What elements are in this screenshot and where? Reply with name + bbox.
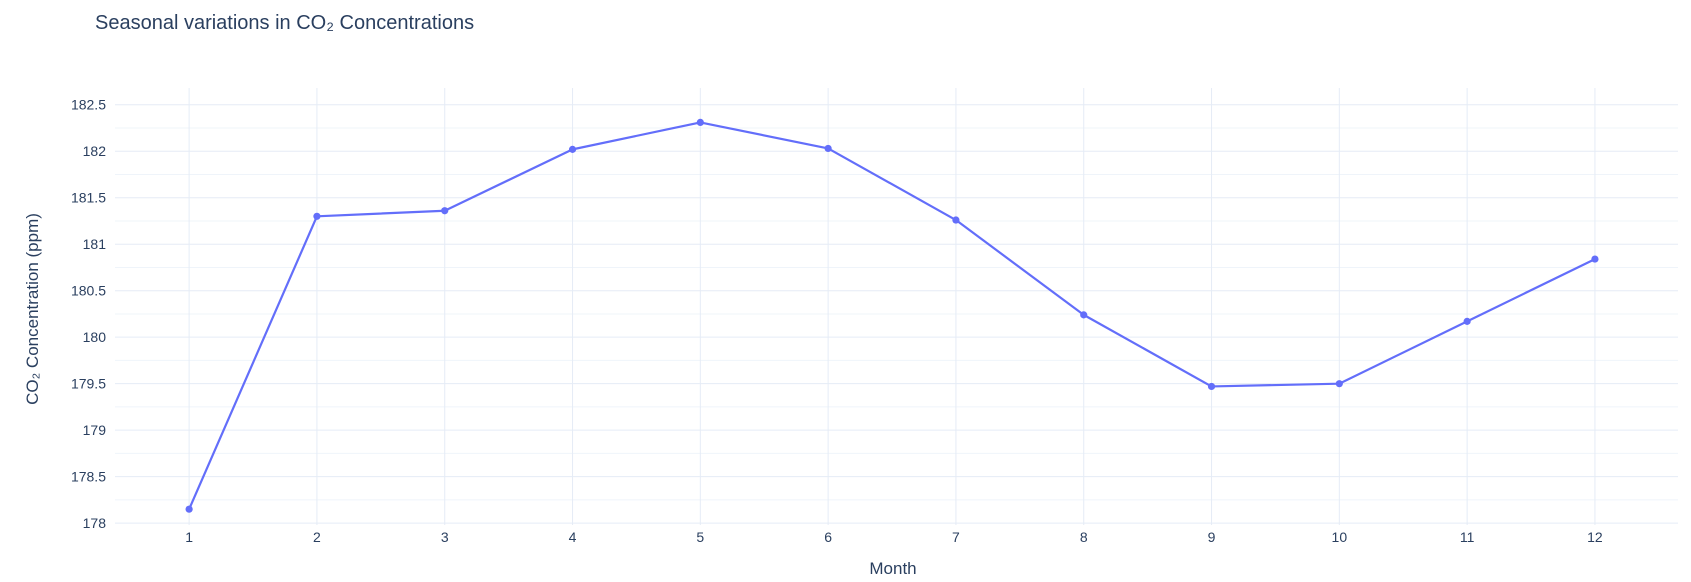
- x-tick-label: 1: [185, 529, 193, 545]
- x-tick-label: 6: [824, 529, 832, 545]
- x-tick-label: 9: [1208, 529, 1216, 545]
- x-tick-label: 11: [1460, 529, 1475, 545]
- y-tick-label: 182: [83, 143, 107, 159]
- grid: [115, 88, 1678, 525]
- data-point: [185, 505, 193, 513]
- y-tick-label: 181.5: [71, 190, 106, 206]
- data-point: [952, 216, 960, 224]
- x-tick-label: 8: [1080, 529, 1088, 545]
- x-tick-label: 4: [569, 529, 577, 545]
- data-point: [1335, 380, 1343, 388]
- x-tick-label: 2: [313, 529, 321, 545]
- data-point: [568, 145, 577, 153]
- y-tick-label: 182.5: [71, 97, 106, 113]
- x-tick-label: 7: [952, 529, 960, 545]
- y-tick-label: 181: [83, 236, 107, 252]
- x-axis-title: Month: [869, 559, 916, 578]
- series-line-layer: [188, 121, 1596, 510]
- y-axis-title: CO₂ Concentration (ppm): [23, 213, 42, 405]
- y-tick-label: 180: [83, 329, 107, 345]
- data-point: [696, 118, 704, 127]
- y-tick-label: 179: [83, 422, 107, 438]
- data-point: [1591, 255, 1599, 263]
- y-tick-label: 178.5: [71, 469, 106, 485]
- x-tick-label: 5: [696, 529, 704, 545]
- x-axis-ticks: 1 2 3 4 5 6 7 8 9 10 11 12: [185, 529, 1603, 545]
- data-points: [185, 118, 1599, 513]
- series-line: [188, 121, 1596, 510]
- data-point: [1080, 311, 1088, 319]
- data-point: [1207, 382, 1216, 391]
- y-axis-ticks: 178 178.5 179 179.5 180 180.5 181 181.5 182 182.5: [71, 97, 106, 531]
- data-point: [1463, 317, 1471, 325]
- data-point: [313, 212, 321, 220]
- data-point: [824, 144, 832, 153]
- y-tick-label: 179.5: [71, 376, 106, 392]
- x-tick-label: 10: [1332, 529, 1348, 545]
- y-tick-label: 180.5: [71, 283, 106, 299]
- chart-title: Seasonal variations in CO₂ Concentration…: [95, 12, 474, 34]
- data-point: [441, 207, 449, 215]
- x-tick-label: 3: [441, 529, 449, 545]
- y-tick-label: 178: [83, 515, 107, 531]
- x-tick-label: 12: [1587, 529, 1603, 545]
